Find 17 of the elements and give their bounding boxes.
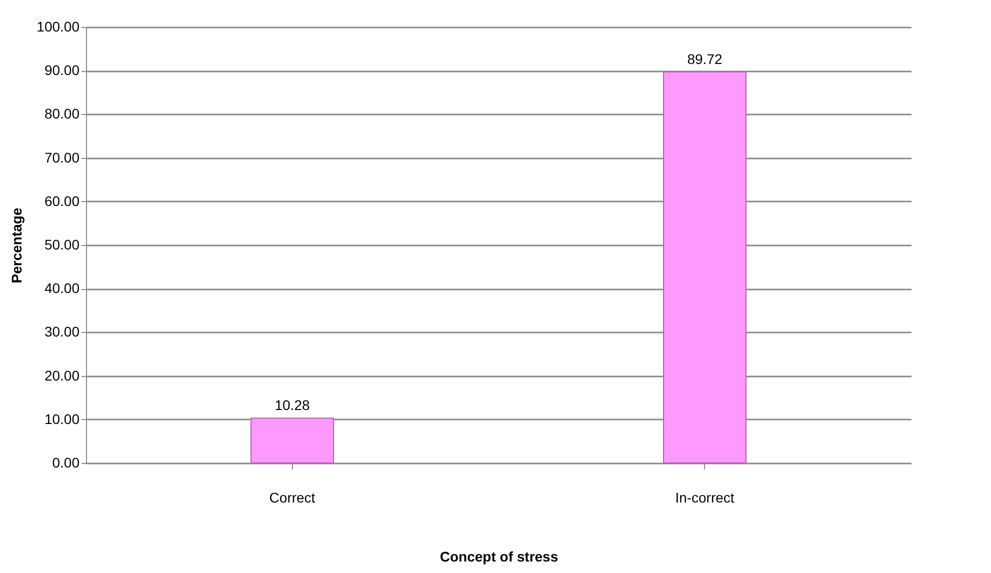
y-tick-label: 80.00 — [44, 106, 80, 122]
x-axis-title: Concept of stress — [440, 548, 558, 564]
x-tick-label: Correct — [269, 490, 316, 506]
y-tick-label: 30.00 — [44, 324, 80, 340]
y-tick-label: 90.00 — [44, 62, 80, 78]
y-axis-title: Percentage — [8, 208, 25, 284]
y-tick-label: 100.00 — [36, 18, 80, 34]
y-tick-label: 70.00 — [44, 149, 80, 166]
y-tick-label: 60.00 — [44, 192, 80, 209]
y-tick-label: 40.00 — [44, 280, 80, 296]
x-tick-label: In-correct — [675, 490, 734, 506]
y-tick-label: 50.00 — [44, 236, 80, 252]
data-label: 10.28 — [274, 397, 310, 414]
y-tick-label: 0.00 — [52, 454, 80, 470]
y-tick-label: 20.00 — [44, 367, 80, 384]
data-label: 89.72 — [687, 50, 722, 67]
y-tick-label: 10.00 — [44, 410, 80, 427]
